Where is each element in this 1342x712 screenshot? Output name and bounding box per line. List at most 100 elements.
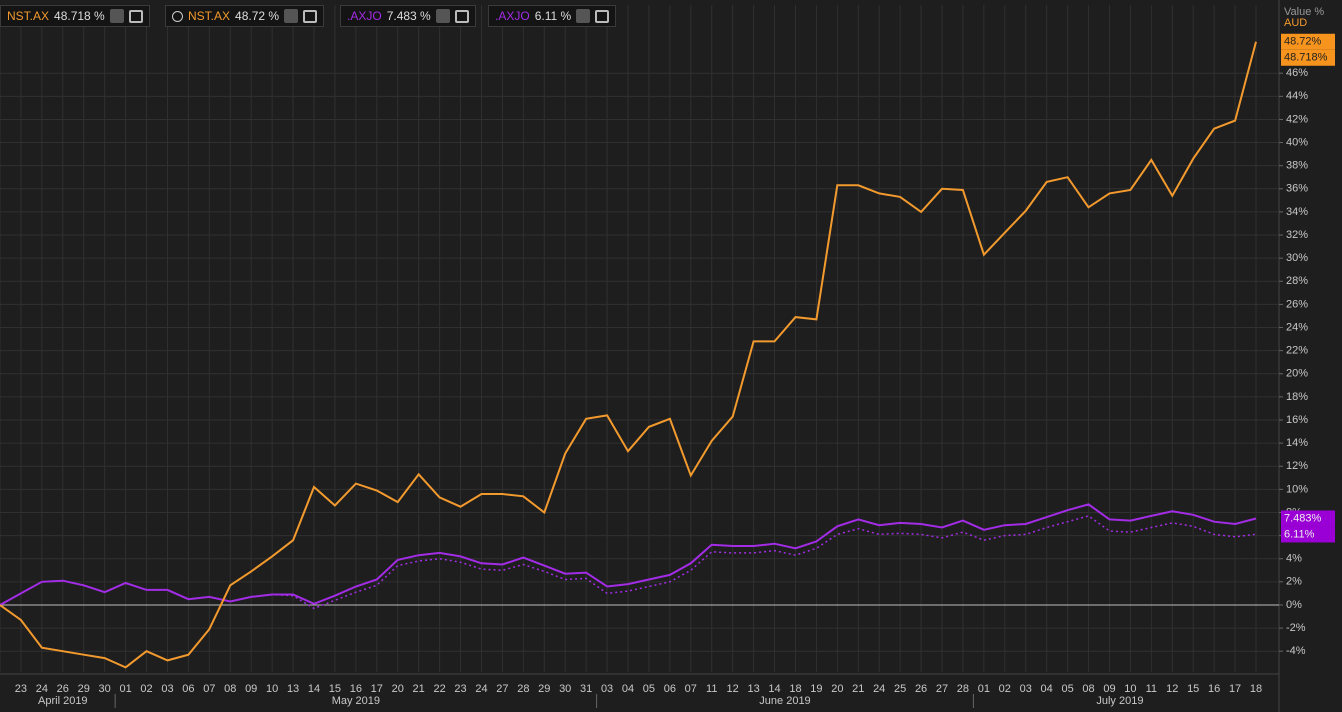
y-tick-label: 36% bbox=[1286, 183, 1308, 195]
x-tick-label: 18 bbox=[1250, 683, 1262, 695]
x-tick-label: 16 bbox=[350, 683, 362, 695]
delete-button[interactable] bbox=[128, 9, 143, 23]
legend-value: 48.72 % bbox=[235, 9, 280, 23]
x-tick-label: 26 bbox=[915, 683, 927, 695]
x-tick-label: 19 bbox=[810, 683, 822, 695]
x-tick-label: 04 bbox=[1041, 683, 1053, 695]
end-label: 48.718% bbox=[1281, 49, 1335, 66]
y-tick-label: 32% bbox=[1286, 229, 1308, 241]
delete-button[interactable] bbox=[454, 9, 469, 23]
x-tick-label: 01 bbox=[119, 683, 131, 695]
legend-item[interactable]: NST.AX 48.72 % bbox=[165, 5, 325, 27]
x-tick-label: 30 bbox=[99, 683, 111, 695]
y-tick-label: 16% bbox=[1286, 414, 1308, 426]
x-tick-label: 13 bbox=[287, 683, 299, 695]
y-tick-label: 38% bbox=[1286, 160, 1308, 172]
x-tick-label: 25 bbox=[894, 683, 906, 695]
x-tick-label: 07 bbox=[203, 683, 215, 695]
x-tick-label: 05 bbox=[643, 683, 655, 695]
legend-value: 7.483 % bbox=[386, 9, 431, 23]
x-tick-label: 03 bbox=[1020, 683, 1032, 695]
x-tick-label: 21 bbox=[852, 683, 864, 695]
y-tick-label: -2% bbox=[1286, 622, 1306, 634]
legend-name: NST.AX bbox=[7, 9, 50, 23]
dropdown-button[interactable] bbox=[109, 9, 124, 23]
legend-name: .AXJO bbox=[495, 9, 530, 23]
series-line bbox=[0, 503, 1257, 606]
end-label: 6.11% bbox=[1281, 526, 1335, 543]
dropdown-button[interactable] bbox=[435, 9, 450, 23]
month-label: April 2019 bbox=[38, 695, 88, 707]
end-label-text: 7.483% bbox=[1284, 512, 1322, 524]
x-tick-label: 15 bbox=[1187, 683, 1199, 695]
x-tick-label: 14 bbox=[768, 683, 780, 695]
x-tick-label: 02 bbox=[999, 683, 1011, 695]
y-tick-label: 14% bbox=[1286, 437, 1308, 449]
y-tick-label: 34% bbox=[1286, 206, 1308, 218]
x-tick-label: 23 bbox=[15, 683, 27, 695]
end-label-text: 48.72% bbox=[1284, 36, 1322, 48]
x-tick-label: 26 bbox=[57, 683, 69, 695]
end-label-box bbox=[1281, 49, 1335, 66]
legend-item[interactable]: NST.AX 48.718 % bbox=[0, 5, 150, 27]
y-tick-label: 20% bbox=[1286, 368, 1308, 380]
end-label-box bbox=[1281, 510, 1335, 527]
x-tick-label: 22 bbox=[433, 683, 445, 695]
x-tick-label: 28 bbox=[957, 683, 969, 695]
x-tick-label: 23 bbox=[454, 683, 466, 695]
y-axis-title: Value % bbox=[1284, 6, 1324, 18]
y-tick-label: 44% bbox=[1286, 90, 1308, 102]
x-tick-label: 14 bbox=[308, 683, 320, 695]
y-tick-label: 28% bbox=[1286, 275, 1308, 287]
end-label-text: 6.11% bbox=[1284, 528, 1315, 540]
x-tick-label: 06 bbox=[182, 683, 194, 695]
x-tick-label: 21 bbox=[413, 683, 425, 695]
legend-item[interactable]: .AXJO 6.11 % bbox=[488, 5, 617, 27]
x-tick-label: 03 bbox=[161, 683, 173, 695]
x-tick-label: 28 bbox=[517, 683, 529, 695]
x-tick-label: 24 bbox=[475, 683, 487, 695]
x-tick-label: 17 bbox=[371, 683, 383, 695]
x-tick-label: 27 bbox=[936, 683, 948, 695]
x-tick-label: 08 bbox=[1082, 683, 1094, 695]
dropdown-button[interactable] bbox=[576, 9, 591, 23]
y-tick-label: -4% bbox=[1286, 645, 1306, 657]
end-label-box bbox=[1281, 33, 1335, 50]
dropdown-button[interactable] bbox=[284, 9, 299, 23]
x-tick-label: 18 bbox=[789, 683, 801, 695]
x-tick-label: 08 bbox=[224, 683, 236, 695]
y-tick-label: 18% bbox=[1286, 391, 1308, 403]
delete-button[interactable] bbox=[303, 9, 318, 23]
end-label: 7.483% bbox=[1281, 510, 1335, 527]
x-tick-label: 09 bbox=[1103, 683, 1115, 695]
x-tick-label: 07 bbox=[685, 683, 697, 695]
end-label-text: 48.718% bbox=[1284, 52, 1328, 64]
x-tick-label: 20 bbox=[392, 683, 404, 695]
x-tick-label: 10 bbox=[1124, 683, 1136, 695]
x-tick-label: 20 bbox=[831, 683, 843, 695]
delete-button[interactable] bbox=[595, 9, 610, 23]
month-label: July 2019 bbox=[1096, 695, 1143, 707]
y-tick-label: 10% bbox=[1286, 483, 1308, 495]
x-tick-label: 13 bbox=[747, 683, 759, 695]
series-line bbox=[0, 41, 1257, 669]
y-tick-label: 30% bbox=[1286, 252, 1308, 264]
y-tick-label: 46% bbox=[1286, 67, 1308, 79]
end-label: 48.72% bbox=[1281, 33, 1335, 50]
clock-icon bbox=[172, 10, 183, 22]
x-tick-label: 05 bbox=[1061, 683, 1073, 695]
x-tick-label: 12 bbox=[727, 683, 739, 695]
x-tick-label: 24 bbox=[873, 683, 885, 695]
y-tick-label: 40% bbox=[1286, 136, 1308, 148]
x-tick-label: 17 bbox=[1229, 683, 1241, 695]
x-tick-label: 01 bbox=[978, 683, 990, 695]
x-tick-label: 12 bbox=[1166, 683, 1178, 695]
x-tick-label: 31 bbox=[580, 683, 592, 695]
x-tick-label: 03 bbox=[601, 683, 613, 695]
x-tick-label: 29 bbox=[78, 683, 90, 695]
y-tick-label: 22% bbox=[1286, 345, 1308, 357]
legend-item[interactable]: .AXJO 7.483 % bbox=[340, 5, 476, 27]
x-tick-label: 10 bbox=[266, 683, 278, 695]
